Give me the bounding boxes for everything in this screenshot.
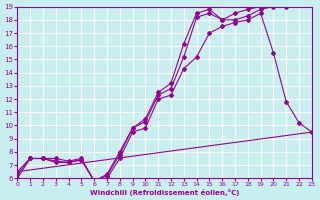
X-axis label: Windchill (Refroidissement éolien,°C): Windchill (Refroidissement éolien,°C) [90,189,239,196]
